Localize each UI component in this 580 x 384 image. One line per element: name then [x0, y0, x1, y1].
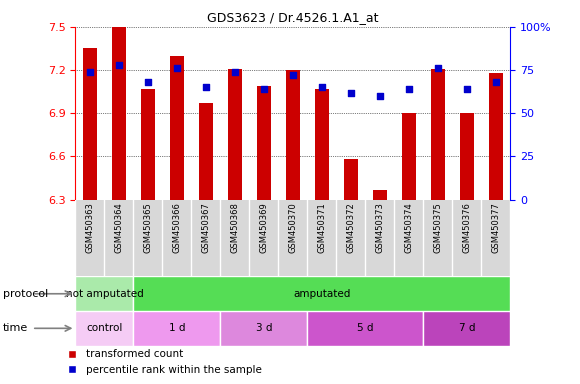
Text: 5 d: 5 d — [357, 323, 374, 333]
Text: GSM450375: GSM450375 — [433, 202, 443, 253]
Text: not amputated: not amputated — [66, 289, 143, 299]
Point — [201, 84, 211, 91]
Text: GSM450363: GSM450363 — [85, 202, 95, 253]
Bar — [227, 69, 242, 200]
Bar — [430, 69, 445, 200]
Legend: transformed count, percentile rank within the sample: transformed count, percentile rank withi… — [57, 345, 266, 379]
Title: GDS3623 / Dr.4526.1.A1_at: GDS3623 / Dr.4526.1.A1_at — [207, 11, 379, 24]
Point — [259, 86, 269, 92]
Bar — [220, 311, 307, 346]
Text: time: time — [3, 323, 28, 333]
Text: GSM450366: GSM450366 — [172, 202, 182, 253]
Point — [288, 72, 298, 78]
Point — [143, 79, 153, 85]
Bar — [140, 89, 155, 200]
Point — [462, 86, 472, 92]
Bar — [423, 311, 510, 346]
Point — [317, 84, 327, 91]
Bar — [401, 113, 416, 200]
Bar — [256, 86, 271, 200]
Text: GSM450372: GSM450372 — [346, 202, 356, 253]
Text: control: control — [86, 323, 122, 333]
Bar — [75, 311, 133, 346]
Bar — [488, 73, 503, 200]
Text: GSM450370: GSM450370 — [288, 202, 298, 253]
Bar — [459, 113, 474, 200]
Bar — [169, 56, 184, 200]
Point — [433, 65, 443, 71]
Bar — [133, 276, 510, 311]
Text: GSM450376: GSM450376 — [462, 202, 472, 253]
Text: 3 d: 3 d — [256, 323, 272, 333]
Point — [114, 62, 124, 68]
Bar — [75, 276, 133, 311]
Bar — [83, 48, 97, 200]
Text: GSM450377: GSM450377 — [491, 202, 501, 253]
Text: GSM450374: GSM450374 — [404, 202, 414, 253]
Bar — [372, 190, 387, 200]
Point — [346, 89, 356, 96]
Bar — [198, 103, 213, 200]
Point — [375, 93, 385, 99]
Text: 7 d: 7 d — [459, 323, 475, 333]
Text: GSM450373: GSM450373 — [375, 202, 385, 253]
Text: GSM450368: GSM450368 — [230, 202, 240, 253]
Point — [491, 79, 501, 85]
Point — [230, 69, 240, 75]
Point — [172, 65, 182, 71]
Text: 1 d: 1 d — [169, 323, 185, 333]
Bar — [314, 89, 329, 200]
Bar — [343, 159, 358, 200]
Bar — [285, 70, 300, 200]
Point — [85, 69, 95, 75]
Text: GSM450369: GSM450369 — [259, 202, 269, 253]
Point — [404, 86, 414, 92]
Text: GSM450364: GSM450364 — [114, 202, 124, 253]
Text: GSM450367: GSM450367 — [201, 202, 211, 253]
Text: protocol: protocol — [3, 289, 48, 299]
Text: GSM450371: GSM450371 — [317, 202, 327, 253]
Text: GSM450365: GSM450365 — [143, 202, 153, 253]
Text: amputated: amputated — [293, 289, 350, 299]
Bar — [133, 311, 220, 346]
Bar — [111, 27, 126, 200]
Bar — [307, 311, 423, 346]
